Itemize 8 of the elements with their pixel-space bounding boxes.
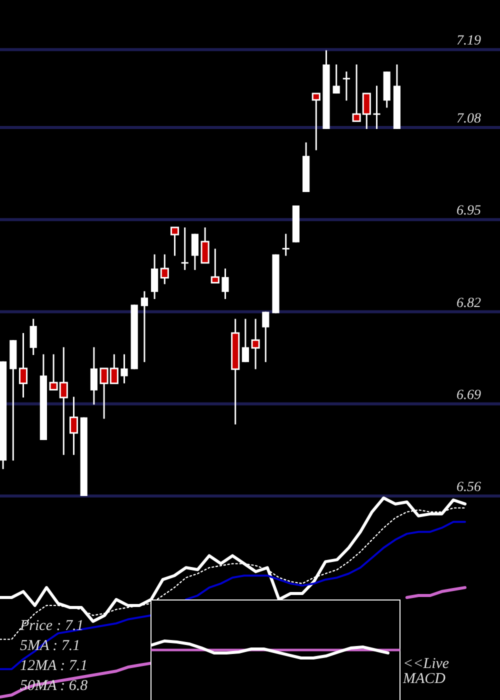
annotation: <<Live MACD (402, 656, 450, 687)
y-tick-label: 6.82 (456, 296, 481, 311)
y-tick-label: 6.56 (456, 480, 481, 495)
annotation: 12MA : 7.1 (20, 658, 88, 674)
y-tick-label: 7.08 (456, 112, 481, 127)
y-tick-label: 6.69 (456, 388, 481, 403)
y-tick-label: 6.95 (456, 204, 481, 219)
y-tick-label: 7.19 (456, 34, 481, 49)
